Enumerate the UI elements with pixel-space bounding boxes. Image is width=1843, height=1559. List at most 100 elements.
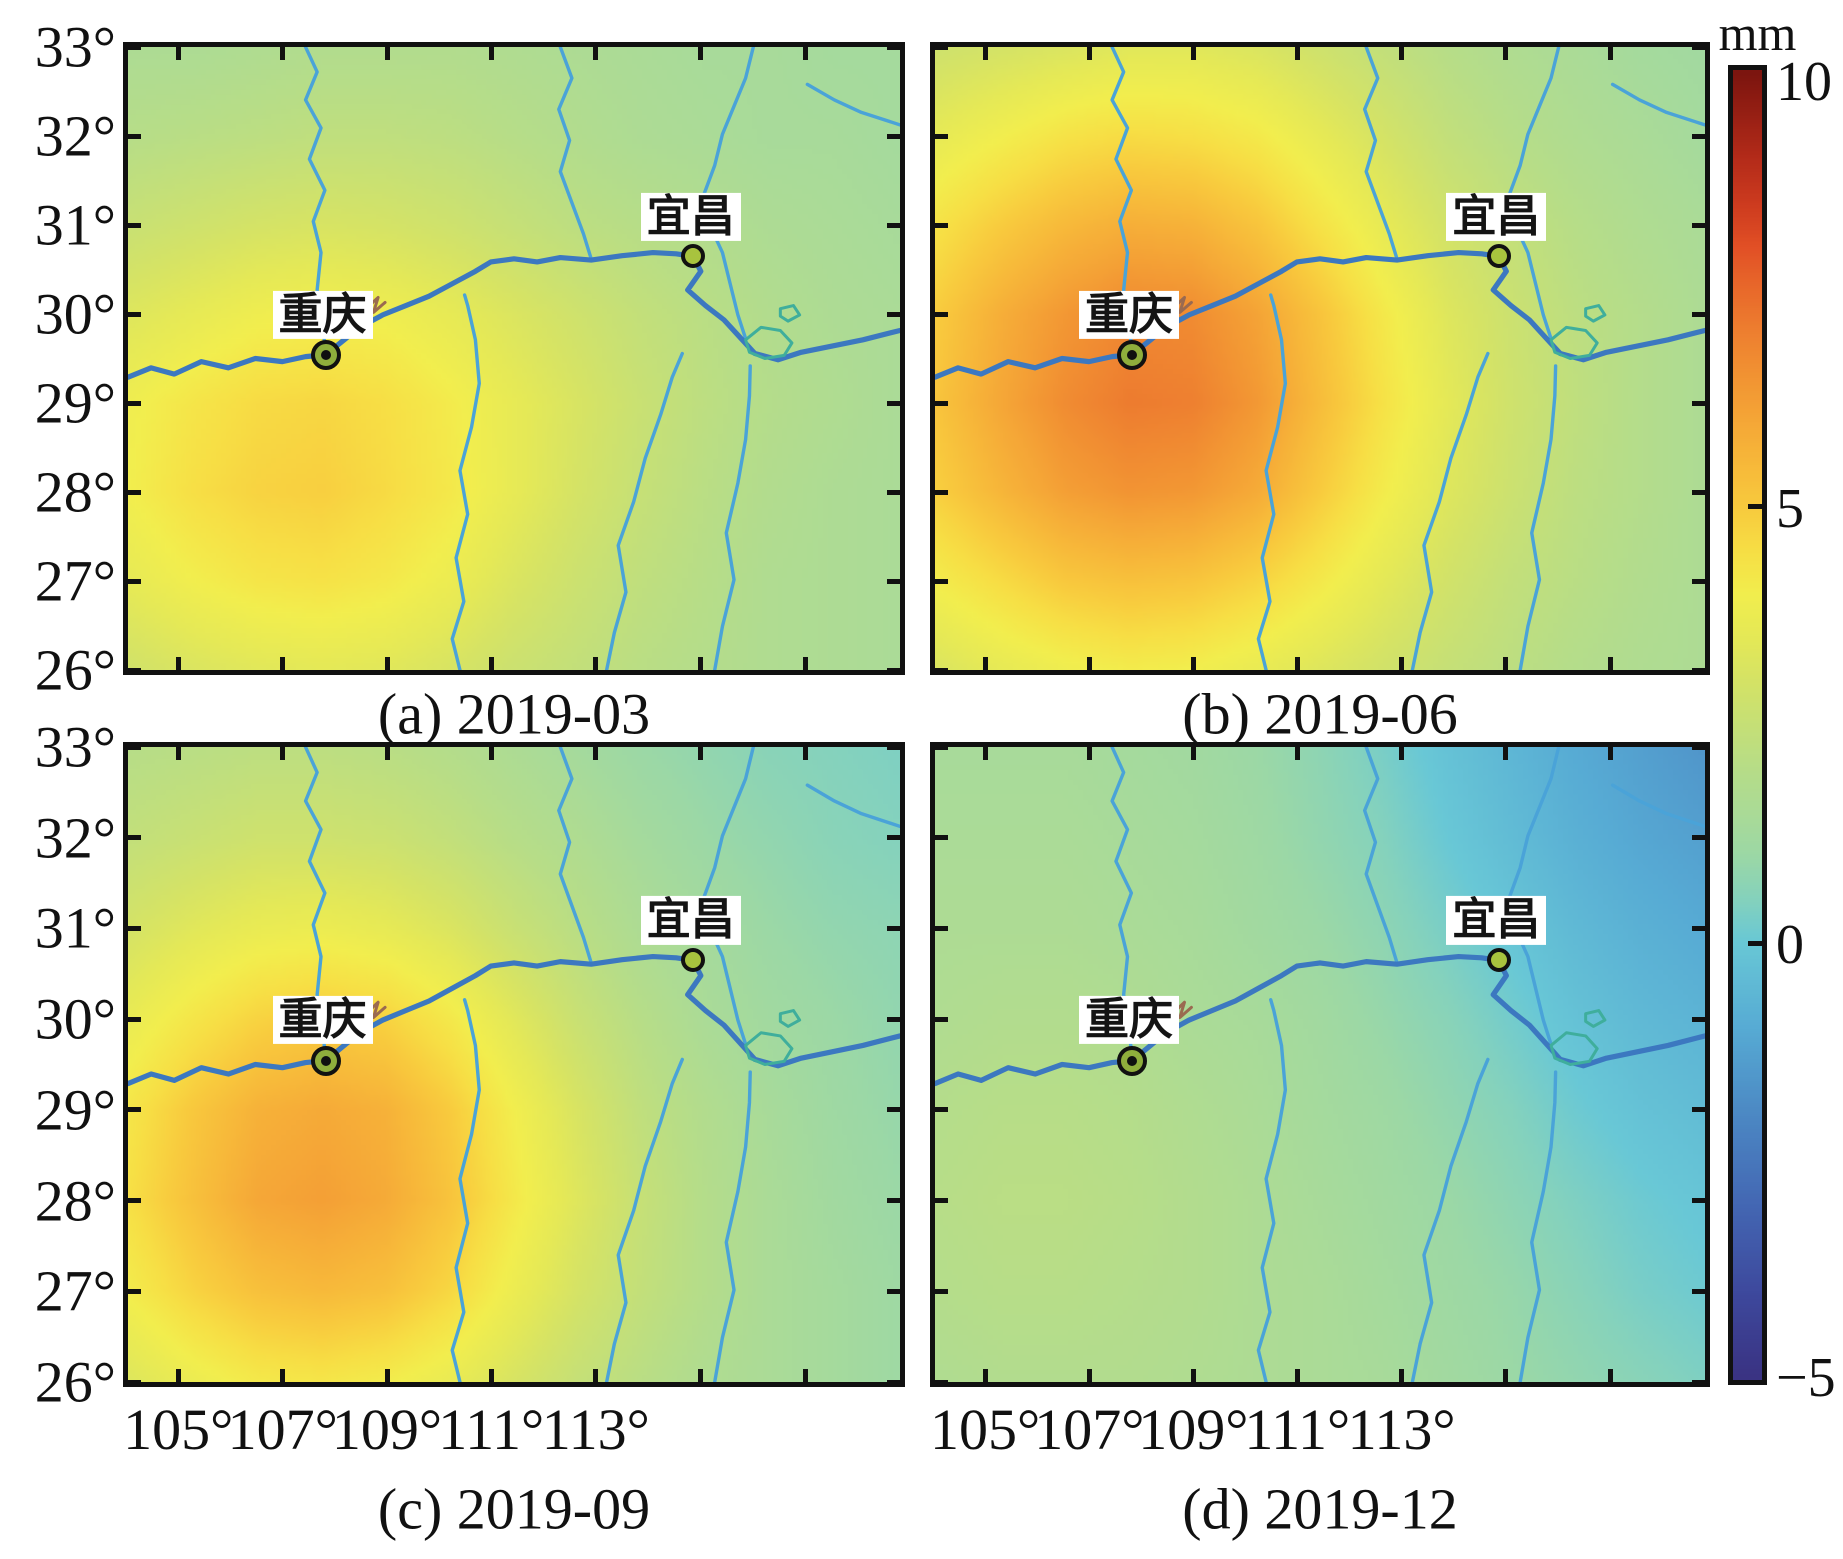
lat-tick xyxy=(1692,744,1705,750)
lat-tick xyxy=(887,667,900,673)
lat-tick xyxy=(128,1379,141,1385)
lat-tick xyxy=(935,133,948,139)
lat-tick xyxy=(1692,1288,1705,1294)
lon-tick xyxy=(1399,747,1405,760)
lon-tick xyxy=(1294,657,1300,670)
tributary-river xyxy=(1258,295,1285,670)
lon-tick xyxy=(175,657,181,670)
city-marker-chongqing xyxy=(1117,1045,1148,1076)
tributary-river xyxy=(607,1059,683,1382)
city-marker-yichang xyxy=(1486,244,1511,269)
lat-tick xyxy=(887,489,900,495)
panel-caption-b: (b) 2019-06 xyxy=(1182,681,1458,747)
lat-tick xyxy=(1692,400,1705,406)
terrain-mark xyxy=(367,1002,385,1017)
lat-tick xyxy=(1692,667,1705,673)
city-marker-center-dot xyxy=(320,1055,331,1066)
lat-tick xyxy=(935,222,948,228)
lat-tick xyxy=(128,44,141,50)
tributary-river xyxy=(1412,1059,1487,1382)
lat-tick-label: 28° xyxy=(34,459,116,525)
lat-tick-label: 26° xyxy=(34,1349,116,1415)
city-label-yichang: 宜昌 xyxy=(1446,192,1547,242)
lon-tick xyxy=(1607,657,1613,670)
lat-tick xyxy=(128,925,141,931)
lon-tick-label: 105° xyxy=(123,1397,234,1462)
lat-tick xyxy=(935,925,948,931)
colorbar-label-0: 0 xyxy=(1776,914,1804,977)
lon-tick xyxy=(593,1369,599,1382)
lat-tick xyxy=(1692,1379,1705,1385)
lat-tick-label: 30° xyxy=(34,986,116,1052)
lon-tick xyxy=(175,747,181,760)
panel-caption-a: (a) 2019-03 xyxy=(377,681,651,747)
lon-tick xyxy=(1399,47,1405,60)
city-label-chongqing: 重庆 xyxy=(1079,290,1180,339)
lat-tick xyxy=(128,835,141,841)
colorbar-unit-label: mm xyxy=(1718,5,1797,61)
lat-tick-label: 29° xyxy=(34,1077,116,1143)
lat-tick xyxy=(1692,489,1705,495)
lon-tick-label: 107° xyxy=(227,1397,338,1462)
lon-tick xyxy=(1190,1369,1196,1382)
lat-tick xyxy=(128,489,141,495)
lat-tick xyxy=(887,44,900,50)
lon-tick-label: 109° xyxy=(1138,1397,1249,1462)
lon-tick-label: 107° xyxy=(1034,1397,1145,1462)
lon-tick xyxy=(384,47,390,60)
terrain-mark xyxy=(1174,297,1192,312)
lat-tick xyxy=(128,133,141,139)
lon-tick-label: 111° xyxy=(1244,1397,1351,1462)
colorbar-frame xyxy=(1728,65,1767,1385)
yangtze-river xyxy=(935,253,1705,378)
colorbar-tick xyxy=(1748,504,1762,510)
lat-tick xyxy=(887,1288,900,1294)
lon-tick xyxy=(1294,747,1300,760)
lat-tick xyxy=(935,667,948,673)
lat-tick-label: 31° xyxy=(34,895,116,961)
lat-tick xyxy=(887,400,900,406)
tributary-river xyxy=(1365,747,1397,963)
lat-tick xyxy=(128,1016,141,1022)
lat-tick xyxy=(1692,44,1705,50)
lake-outline xyxy=(746,327,792,358)
river-network-b xyxy=(935,47,1705,670)
lon-tick xyxy=(802,747,808,760)
city-marker-center-dot xyxy=(1127,349,1138,360)
tributary-river xyxy=(1520,366,1555,670)
lat-tick-label: 29° xyxy=(34,370,116,436)
lon-tick-label: 105° xyxy=(929,1397,1041,1462)
tributary-river xyxy=(559,747,591,963)
lon-tick xyxy=(802,657,808,670)
lon-tick xyxy=(488,657,494,670)
lon-tick xyxy=(1607,747,1613,760)
lon-tick xyxy=(488,1369,494,1382)
lake-outline xyxy=(1551,1033,1597,1065)
lon-tick xyxy=(982,657,988,670)
lat-tick xyxy=(935,578,948,584)
lon-tick xyxy=(175,1369,181,1382)
lat-tick-label: 33° xyxy=(34,714,116,780)
yangtze-river xyxy=(128,957,900,1084)
city-label-chongqing: 重庆 xyxy=(272,290,373,339)
lon-tick xyxy=(1503,1369,1509,1382)
lat-tick-label: 31° xyxy=(34,192,116,258)
lon-tick xyxy=(593,747,599,760)
tributary-river xyxy=(715,366,751,670)
tributary-river xyxy=(607,354,683,670)
lat-tick xyxy=(935,400,948,406)
lat-tick xyxy=(1692,1016,1705,1022)
lon-tick xyxy=(982,47,988,60)
lon-tick xyxy=(593,657,599,670)
lon-tick xyxy=(1086,1369,1092,1382)
lon-tick xyxy=(384,1369,390,1382)
lat-tick-label: 28° xyxy=(34,1168,116,1234)
lon-tick xyxy=(1607,47,1613,60)
colorbar-gradient xyxy=(1733,70,1762,1380)
panel-caption-d: (d) 2019-12 xyxy=(1182,1476,1458,1542)
river-network-d xyxy=(935,747,1705,1382)
map-panel-b: 重庆 宜昌 xyxy=(930,42,1710,675)
lon-tick xyxy=(280,47,286,60)
lat-tick xyxy=(128,1198,141,1204)
